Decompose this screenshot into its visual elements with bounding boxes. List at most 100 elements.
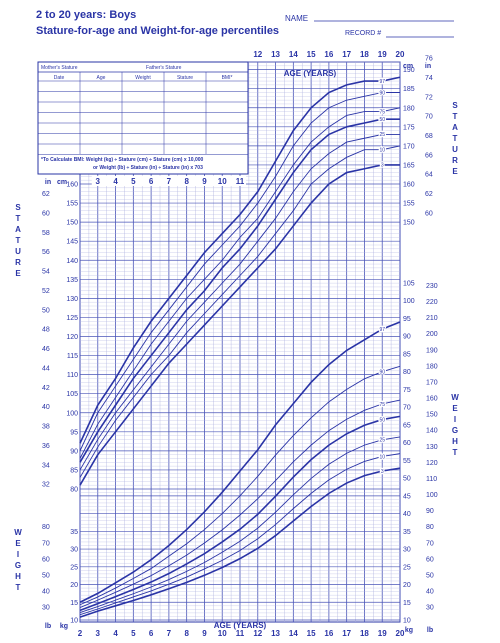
y-tick-cm-left: 100 — [66, 410, 78, 417]
x-tick-label: 17 — [342, 629, 351, 638]
y-tick-kg-right: 95 — [403, 316, 411, 323]
y-tick-in-right: 70 — [425, 114, 433, 121]
y-tick-in-left: 42 — [42, 385, 50, 392]
weight-curve-p25 — [79, 436, 401, 613]
x-tick-label-mid: 6 — [149, 177, 154, 186]
y-tick-kg-right: 90 — [403, 334, 411, 341]
y-tick-cm-right: 190 — [403, 67, 415, 74]
y-tick-kg-left: 20 — [70, 582, 78, 589]
y-tick-cm-right: 160 — [403, 182, 415, 189]
x-axis-title-bottom: AGE (YEARS) — [214, 621, 267, 630]
y-tick-cm-left: 145 — [66, 239, 78, 246]
y-tick-in-left: 40 — [42, 404, 50, 411]
y-tick-lb-right: 160 — [426, 396, 438, 403]
y-tick-kg-right: 50 — [403, 476, 411, 483]
y-tick-kg-right: 60 — [403, 440, 411, 447]
x-tick-label-top: 13 — [271, 50, 280, 59]
y-tick-cm-right: 155 — [403, 201, 415, 208]
x-tick-label: 14 — [289, 629, 298, 638]
y-tick-cm-left: 140 — [66, 258, 78, 265]
y-axis-title-stature-left: E — [15, 269, 21, 278]
y-tick-cm-right: 150 — [403, 220, 415, 227]
weight-curve-p97 — [79, 321, 401, 603]
x-tick-label-top: 19 — [378, 50, 387, 59]
x-tick-label: 13 — [271, 629, 280, 638]
x-tick-label-mid: 4 — [113, 177, 118, 186]
y-tick-lb-right: 130 — [426, 444, 438, 451]
x-tick-label: 5 — [131, 629, 136, 638]
x-tick-label: 4 — [113, 629, 118, 638]
x-tick-label: 7 — [167, 629, 172, 638]
y-axis-title-weight-right: W — [451, 393, 459, 402]
y-axis-title-weight-right: T — [453, 448, 458, 457]
x-tick-label-top: 20 — [396, 50, 405, 59]
unit-label-kg-right: kg — [405, 627, 413, 634]
y-axis-title-weight-right: I — [454, 415, 456, 424]
stature-curve-label-p50: 50 — [379, 117, 385, 123]
x-tick-label: 12 — [253, 629, 262, 638]
y-tick-cm-left: 80 — [70, 487, 78, 494]
y-tick-in-left: 34 — [42, 462, 50, 469]
y-tick-lb-right: 40 — [426, 589, 434, 596]
record-col-weight: Weight — [135, 75, 151, 81]
y-tick-kg-right: 45 — [403, 493, 411, 500]
y-tick-kg-right: 35 — [403, 529, 411, 536]
age-band-mid — [91, 176, 247, 186]
y-tick-cm-left: 130 — [66, 296, 78, 303]
y-tick-in-right: 66 — [425, 152, 433, 159]
stature-curve-p75 — [79, 107, 401, 459]
bmi-formula-line2: or Weight (lb) ÷ Stature (in) ÷ Stature … — [93, 165, 203, 171]
y-tick-in-left: 58 — [42, 230, 50, 237]
unit-label-lb-left: lb — [45, 623, 51, 630]
x-tick-label: 2 — [78, 629, 83, 638]
y-tick-in-right: 68 — [425, 133, 433, 140]
x-tick-label-mid: 9 — [202, 177, 207, 186]
y-tick-lb-right: 140 — [426, 428, 438, 435]
y-tick-in-right: 76 — [425, 56, 433, 63]
unit-label-cm-left: cm — [57, 179, 67, 186]
y-tick-lb-right: 210 — [426, 315, 438, 322]
record-father-label: Father's Stature — [146, 65, 182, 71]
stature-curve-p10 — [79, 145, 401, 478]
y-tick-kg-right: 80 — [403, 369, 411, 376]
x-tick-label: 16 — [324, 629, 333, 638]
y-tick-cm-left: 150 — [66, 220, 78, 227]
x-tick-label-mid: 3 — [96, 177, 101, 186]
y-axis-title-stature-left: T — [16, 214, 21, 223]
y-tick-kg-right: 100 — [403, 298, 415, 305]
x-tick-label: 6 — [149, 629, 154, 638]
y-tick-lb-right: 90 — [426, 508, 434, 515]
y-tick-in-left: 38 — [42, 424, 50, 431]
y-tick-kg-right: 70 — [403, 405, 411, 412]
y-tick-cm-left: 85 — [70, 467, 78, 474]
record-label: RECORD # — [345, 30, 382, 37]
y-axis-title-stature-left: T — [16, 236, 21, 245]
y-axis-title-weight-right: H — [452, 437, 458, 446]
y-tick-kg-left: 25 — [70, 564, 78, 571]
weight-curve-p50 — [79, 415, 401, 612]
unit-label-cm-right: cm — [403, 63, 413, 70]
y-tick-kg-right: 10 — [403, 618, 411, 625]
y-tick-cm-right: 165 — [403, 162, 415, 169]
y-axis-title-weight-left: G — [15, 561, 21, 570]
y-axis-title-weight-right: E — [452, 404, 458, 413]
y-tick-kg-left: 15 — [70, 600, 78, 607]
y-axis-title-stature-left: R — [15, 258, 21, 267]
y-axis-title-stature-right: R — [452, 156, 458, 165]
y-axis-title-stature-right: T — [453, 112, 458, 121]
y-tick-cm-left: 110 — [67, 372, 78, 379]
y-tick-kg-left: 35 — [70, 529, 78, 536]
y-tick-kg-right: 15 — [403, 600, 411, 607]
unit-label-lb-right: lb — [427, 627, 433, 634]
y-tick-lb-left: 30 — [42, 605, 50, 612]
y-tick-lb-right: 60 — [426, 556, 434, 563]
record-table — [37, 61, 249, 175]
x-tick-label-mid: 7 — [167, 177, 172, 186]
y-tick-cm-left: 155 — [66, 201, 78, 208]
y-tick-in-left: 46 — [42, 346, 50, 353]
y-tick-lb-right: 190 — [426, 347, 438, 354]
y-tick-in-left: 48 — [42, 327, 50, 334]
y-tick-kg-right: 55 — [403, 458, 411, 465]
weight-curve-label-p50: 50 — [379, 417, 385, 423]
y-tick-in-left: 32 — [42, 482, 50, 489]
